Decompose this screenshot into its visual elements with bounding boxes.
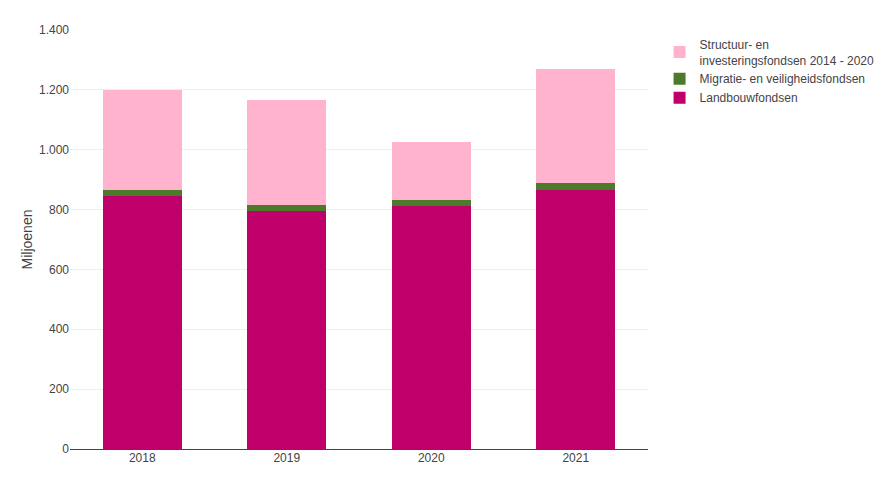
svg-text:2020: 2020 [418,451,445,465]
svg-text:1.400: 1.400 [39,23,69,37]
svg-text:Structuur- eninvesteringsfonds: Structuur- eninvesteringsfondsen 2014 - … [700,38,874,68]
svg-text:600: 600 [49,263,69,277]
svg-text:2021: 2021 [562,451,589,465]
svg-text:400: 400 [49,322,69,336]
svg-text:0: 0 [62,442,69,456]
svg-text:200: 200 [49,382,69,396]
svg-text:1.200: 1.200 [39,83,69,97]
svg-text:2019: 2019 [273,451,300,465]
svg-text:Landbouwfondsen: Landbouwfondsen [700,91,798,105]
svg-text:2018: 2018 [129,451,156,465]
svg-text:Miljoenen: Miljoenen [19,210,35,270]
svg-text:1.000: 1.000 [39,143,69,157]
svg-text:Migratie- en veiligheidsfondse: Migratie- en veiligheidsfondsen [700,72,865,86]
svg-text:800: 800 [49,203,69,217]
